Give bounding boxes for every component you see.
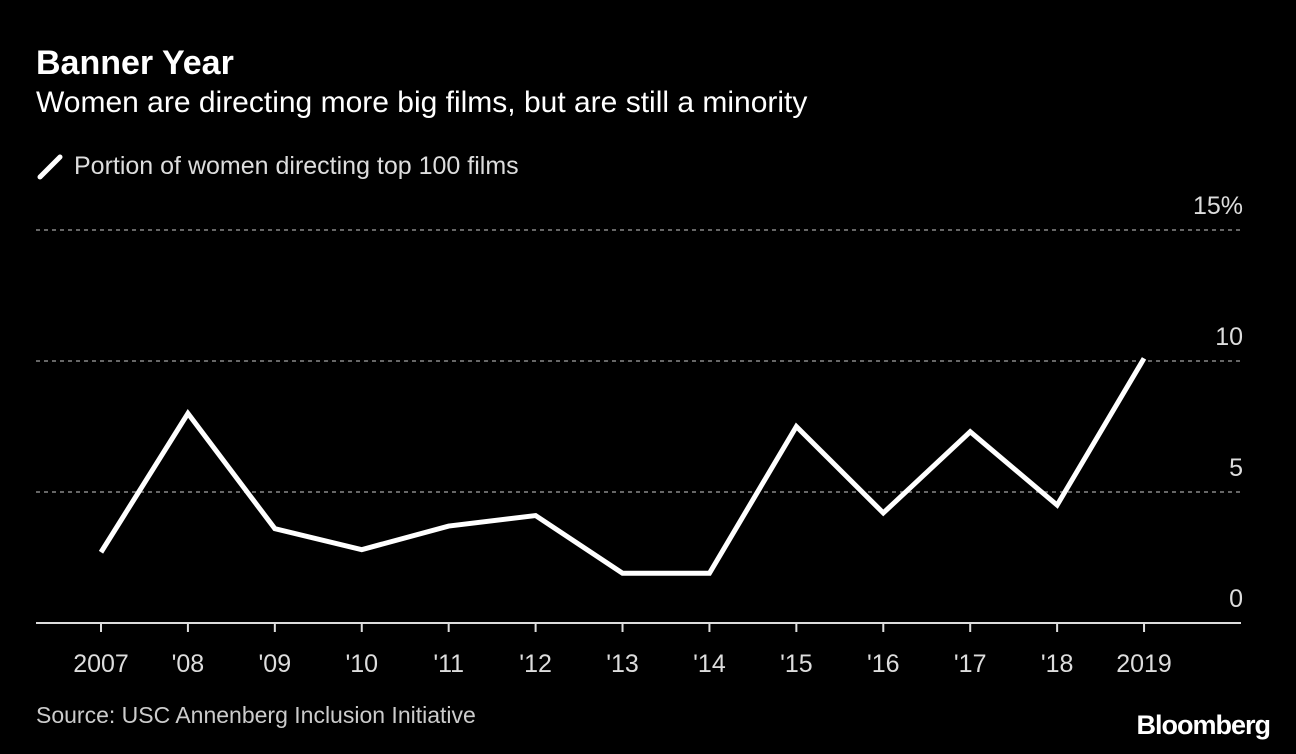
x-tick-label: 2007 [73, 650, 129, 678]
x-tick-label: '08 [172, 650, 205, 678]
x-tick-label: '09 [259, 650, 292, 678]
x-tick-label: '16 [867, 650, 900, 678]
legend: Portion of women directing top 100 films [36, 152, 519, 181]
x-tick-label: '18 [1041, 650, 1074, 678]
x-tick-label: '13 [606, 650, 639, 678]
y-tick-label: 5 [1229, 454, 1243, 482]
x-tick-label: '11 [433, 650, 464, 678]
x-tick-label: '14 [693, 650, 726, 678]
x-tick-label: '12 [519, 650, 552, 678]
x-tick-label: '10 [345, 650, 378, 678]
x-tick-label: '15 [780, 650, 813, 678]
y-tick-label: 10 [1215, 323, 1243, 351]
x-tick-label: 2019 [1116, 650, 1172, 678]
bloomberg-logo: Bloomberg [1136, 710, 1271, 740]
y-tick-label: 0 [1229, 585, 1243, 613]
x-tick-label: '17 [954, 650, 987, 678]
legend-label: Portion of women directing top 100 films [74, 152, 519, 180]
legend-line-icon [37, 154, 63, 179]
y-tick-label: 15% [1193, 192, 1243, 220]
chart-subtitle: Women are directing more big films, but … [36, 86, 808, 119]
source-note: Source: USC Annenberg Inclusion Initiati… [36, 702, 476, 728]
series-line [98, 357, 1147, 576]
chart-title: Banner Year [36, 44, 234, 82]
